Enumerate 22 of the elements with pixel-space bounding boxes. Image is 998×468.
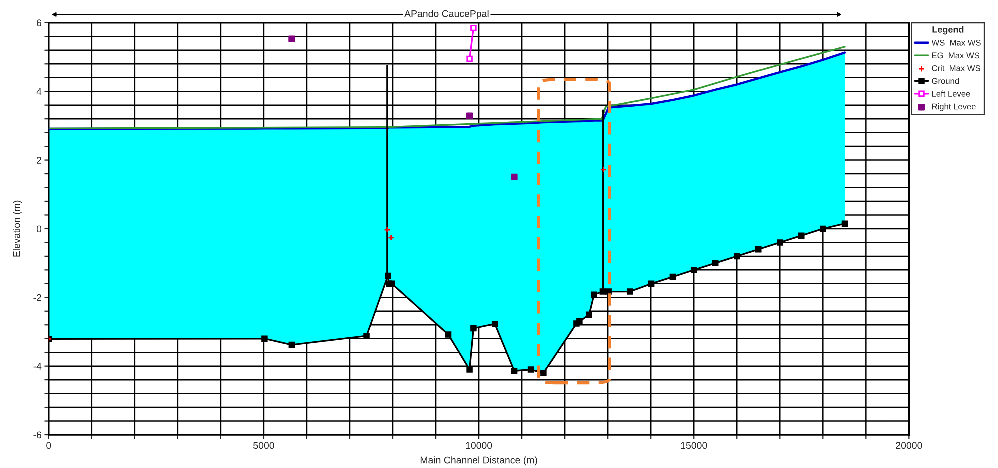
x-tick-label: 20000 <box>896 442 922 450</box>
y-tick-label: -2 <box>34 294 42 302</box>
x-tick-label: 5000 <box>254 442 274 450</box>
legend-title: Legend <box>932 26 964 35</box>
x-tick-label: 15000 <box>681 442 708 450</box>
legend-label: Crit Max WS <box>932 65 980 72</box>
x-tick-label: 0 <box>46 442 52 450</box>
x-axis-title: Main Channel Distance (m) <box>420 456 538 466</box>
legend-label: Right Levee <box>932 104 976 112</box>
x-tick-label: 10000 <box>466 442 492 450</box>
legend-label: Left Levee <box>932 90 970 97</box>
y-tick-label: 0 <box>36 226 42 233</box>
y-tick-label: 4 <box>36 88 42 96</box>
legend-label: WS Max WS <box>932 40 981 46</box>
y-tick-label: -4 <box>34 363 42 370</box>
y-tick-label: -6 <box>34 432 42 439</box>
y-tick-label: 2 <box>37 157 42 164</box>
y-axis-title: Elevation (m) <box>13 200 22 257</box>
legend-label: EG Max WS <box>932 52 980 59</box>
y-tick-label: 6 <box>37 20 42 27</box>
text: APando CaucePpal <box>404 10 489 20</box>
legend-label: Ground <box>932 78 960 84</box>
